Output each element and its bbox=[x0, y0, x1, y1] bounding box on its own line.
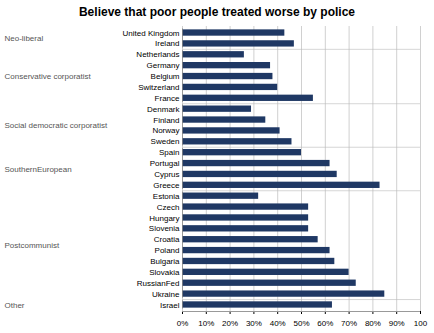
svg-text:Belgium: Belgium bbox=[151, 72, 180, 81]
svg-text:Sweden: Sweden bbox=[151, 137, 180, 146]
svg-text:United Kingdom: United Kingdom bbox=[123, 29, 180, 38]
svg-text:Norway: Norway bbox=[152, 126, 179, 135]
svg-text:Poland: Poland bbox=[155, 246, 180, 255]
svg-text:Portugal: Portugal bbox=[150, 159, 180, 168]
svg-text:Switzerland: Switzerland bbox=[138, 83, 179, 92]
svg-text:90%: 90% bbox=[389, 319, 405, 328]
html-text:Believe that poor people treat: Believe that poor people treated worse b… bbox=[79, 5, 355, 19]
svg-text:Conservative corporatist: Conservative corporatist bbox=[5, 72, 92, 81]
svg-text:Croatia: Croatia bbox=[154, 235, 180, 244]
svg-text:80%: 80% bbox=[365, 319, 381, 328]
svg-text:50%: 50% bbox=[293, 319, 309, 328]
svg-text:Greece: Greece bbox=[153, 181, 180, 190]
svg-text:20%: 20% bbox=[222, 319, 238, 328]
svg-text:60%: 60% bbox=[317, 319, 333, 328]
svg-text:70%: 70% bbox=[341, 319, 357, 328]
svg-text:Neo-liberal: Neo-liberal bbox=[5, 34, 44, 43]
svg-text:Ukraine: Ukraine bbox=[152, 290, 180, 299]
svg-text:Netherlands: Netherlands bbox=[136, 50, 179, 59]
svg-text:10%: 10% bbox=[198, 319, 214, 328]
svg-text:Spain: Spain bbox=[159, 148, 179, 157]
svg-text:Finland: Finland bbox=[153, 116, 179, 125]
svg-text:RussianFed: RussianFed bbox=[137, 279, 180, 288]
svg-text:Slovenia: Slovenia bbox=[149, 224, 180, 233]
svg-text:Estonia: Estonia bbox=[153, 192, 180, 201]
svg-text:0%: 0% bbox=[177, 319, 189, 328]
svg-text:SouthernEuropean: SouthernEuropean bbox=[5, 165, 72, 174]
svg-text:Hungary: Hungary bbox=[149, 214, 179, 223]
svg-text:Slovakia: Slovakia bbox=[149, 268, 180, 277]
svg-text:Israel: Israel bbox=[160, 301, 180, 310]
svg-text:Ireland: Ireland bbox=[155, 39, 179, 48]
svg-text:Cyprus: Cyprus bbox=[154, 170, 179, 179]
svg-text:Postcommunist: Postcommunist bbox=[5, 241, 60, 250]
svg-text:Bulgaria: Bulgaria bbox=[150, 257, 180, 266]
svg-text:40%: 40% bbox=[270, 319, 286, 328]
svg-text:100: 100 bbox=[414, 319, 428, 328]
svg-text:Social democratic corporatist: Social democratic corporatist bbox=[5, 121, 108, 130]
svg-text:Germany: Germany bbox=[147, 61, 180, 70]
svg-text:France: France bbox=[155, 94, 180, 103]
svg-text:30%: 30% bbox=[246, 319, 262, 328]
svg-text:Other: Other bbox=[5, 301, 25, 310]
svg-text:Czech: Czech bbox=[157, 203, 180, 212]
svg-text:Denmark: Denmark bbox=[147, 105, 180, 114]
